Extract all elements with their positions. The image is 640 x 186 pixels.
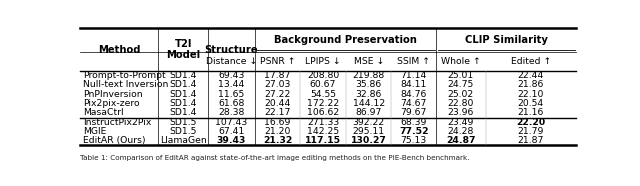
Text: PnPInversion: PnPInversion [83, 90, 143, 99]
Text: 23.49: 23.49 [448, 118, 474, 127]
Text: 71.14: 71.14 [401, 71, 427, 80]
Text: 17.87: 17.87 [264, 71, 291, 80]
Text: 21.87: 21.87 [518, 136, 544, 145]
Text: Null-text Inversion: Null-text Inversion [83, 81, 168, 89]
Text: 130.27: 130.27 [351, 136, 387, 145]
Text: 24.28: 24.28 [448, 127, 474, 136]
Text: Method: Method [98, 44, 140, 54]
Text: Table 1: Comparison of EditAR against state-of-the-art image editing methods on : Table 1: Comparison of EditAR against st… [80, 155, 470, 161]
Text: MGIE: MGIE [83, 127, 106, 136]
Text: 24.75: 24.75 [448, 81, 474, 89]
Text: 25.01: 25.01 [448, 71, 474, 80]
Text: SD1.5: SD1.5 [170, 127, 197, 136]
Text: 35.86: 35.86 [356, 81, 382, 89]
Text: EditAR (Ours): EditAR (Ours) [83, 136, 145, 145]
Text: 20.44: 20.44 [264, 99, 291, 108]
Text: Pix2pix-zero: Pix2pix-zero [83, 99, 140, 108]
Text: 74.67: 74.67 [401, 99, 427, 108]
Text: 24.87: 24.87 [446, 136, 476, 145]
Text: SD1.5: SD1.5 [170, 118, 197, 127]
Text: Distance ↓: Distance ↓ [205, 57, 257, 66]
Text: 21.20: 21.20 [264, 127, 291, 136]
Text: 392.22: 392.22 [353, 118, 385, 127]
Text: CLIP Similarity: CLIP Similarity [465, 35, 547, 45]
Text: 22.10: 22.10 [518, 90, 544, 99]
Text: 21.79: 21.79 [518, 127, 544, 136]
Text: 27.22: 27.22 [264, 90, 291, 99]
Text: 84.76: 84.76 [401, 90, 427, 99]
Text: Background Preservation: Background Preservation [274, 35, 417, 45]
Text: 142.25: 142.25 [307, 127, 339, 136]
Text: SD1.4: SD1.4 [170, 81, 197, 89]
Text: 13.44: 13.44 [218, 81, 244, 89]
Text: 22.44: 22.44 [518, 71, 544, 80]
Text: Whole ↑: Whole ↑ [441, 57, 481, 66]
Text: 21.32: 21.32 [263, 136, 292, 145]
Text: 295.11: 295.11 [353, 127, 385, 136]
Text: 16.69: 16.69 [264, 118, 291, 127]
Text: 23.96: 23.96 [448, 108, 474, 117]
Text: 106.62: 106.62 [307, 108, 339, 117]
Text: LlamaGen: LlamaGen [160, 136, 207, 145]
Text: 22.20: 22.20 [516, 118, 545, 127]
Text: 32.86: 32.86 [355, 90, 382, 99]
Text: Structure: Structure [204, 44, 258, 54]
Text: 54.55: 54.55 [310, 90, 336, 99]
Text: 60.67: 60.67 [310, 81, 336, 89]
Text: 68.39: 68.39 [401, 118, 427, 127]
Text: InstructPix2Pix: InstructPix2Pix [83, 118, 151, 127]
Text: 69.43: 69.43 [218, 71, 244, 80]
Text: MasaCtrl: MasaCtrl [83, 108, 124, 117]
Text: 271.33: 271.33 [307, 118, 339, 127]
Text: MSE ↓: MSE ↓ [353, 57, 384, 66]
Text: 208.80: 208.80 [307, 71, 339, 80]
Text: 84.11: 84.11 [401, 81, 427, 89]
Text: 172.22: 172.22 [307, 99, 339, 108]
Text: 20.54: 20.54 [518, 99, 544, 108]
Text: 219.88: 219.88 [353, 71, 385, 80]
Text: 67.41: 67.41 [218, 127, 244, 136]
Text: 22.17: 22.17 [264, 108, 291, 117]
Text: 77.52: 77.52 [399, 127, 429, 136]
Text: 107.43: 107.43 [215, 118, 248, 127]
Text: 86.97: 86.97 [355, 108, 382, 117]
Text: SD1.4: SD1.4 [170, 90, 197, 99]
Text: SSIM ↑: SSIM ↑ [397, 57, 430, 66]
Text: T2I
Model: T2I Model [166, 39, 200, 60]
Text: SD1.4: SD1.4 [170, 71, 197, 80]
Text: 144.12: 144.12 [353, 99, 385, 108]
Text: PSNR ↑: PSNR ↑ [260, 57, 295, 66]
Text: 22.80: 22.80 [448, 99, 474, 108]
Text: LPIPS ↓: LPIPS ↓ [305, 57, 341, 66]
Text: 25.02: 25.02 [448, 90, 474, 99]
Text: Edited ↑: Edited ↑ [511, 57, 551, 66]
Text: 39.43: 39.43 [216, 136, 246, 145]
Text: 79.67: 79.67 [401, 108, 427, 117]
Text: 21.86: 21.86 [518, 81, 544, 89]
Text: SD1.4: SD1.4 [170, 108, 197, 117]
Text: 61.68: 61.68 [218, 99, 244, 108]
Text: SD1.4: SD1.4 [170, 99, 197, 108]
Text: 11.65: 11.65 [218, 90, 244, 99]
Text: 117.15: 117.15 [305, 136, 341, 145]
Text: Prompt-to-Prompt: Prompt-to-Prompt [83, 71, 166, 80]
Text: 27.03: 27.03 [264, 81, 291, 89]
Text: 21.16: 21.16 [518, 108, 544, 117]
Text: 75.13: 75.13 [401, 136, 427, 145]
Text: 28.38: 28.38 [218, 108, 244, 117]
